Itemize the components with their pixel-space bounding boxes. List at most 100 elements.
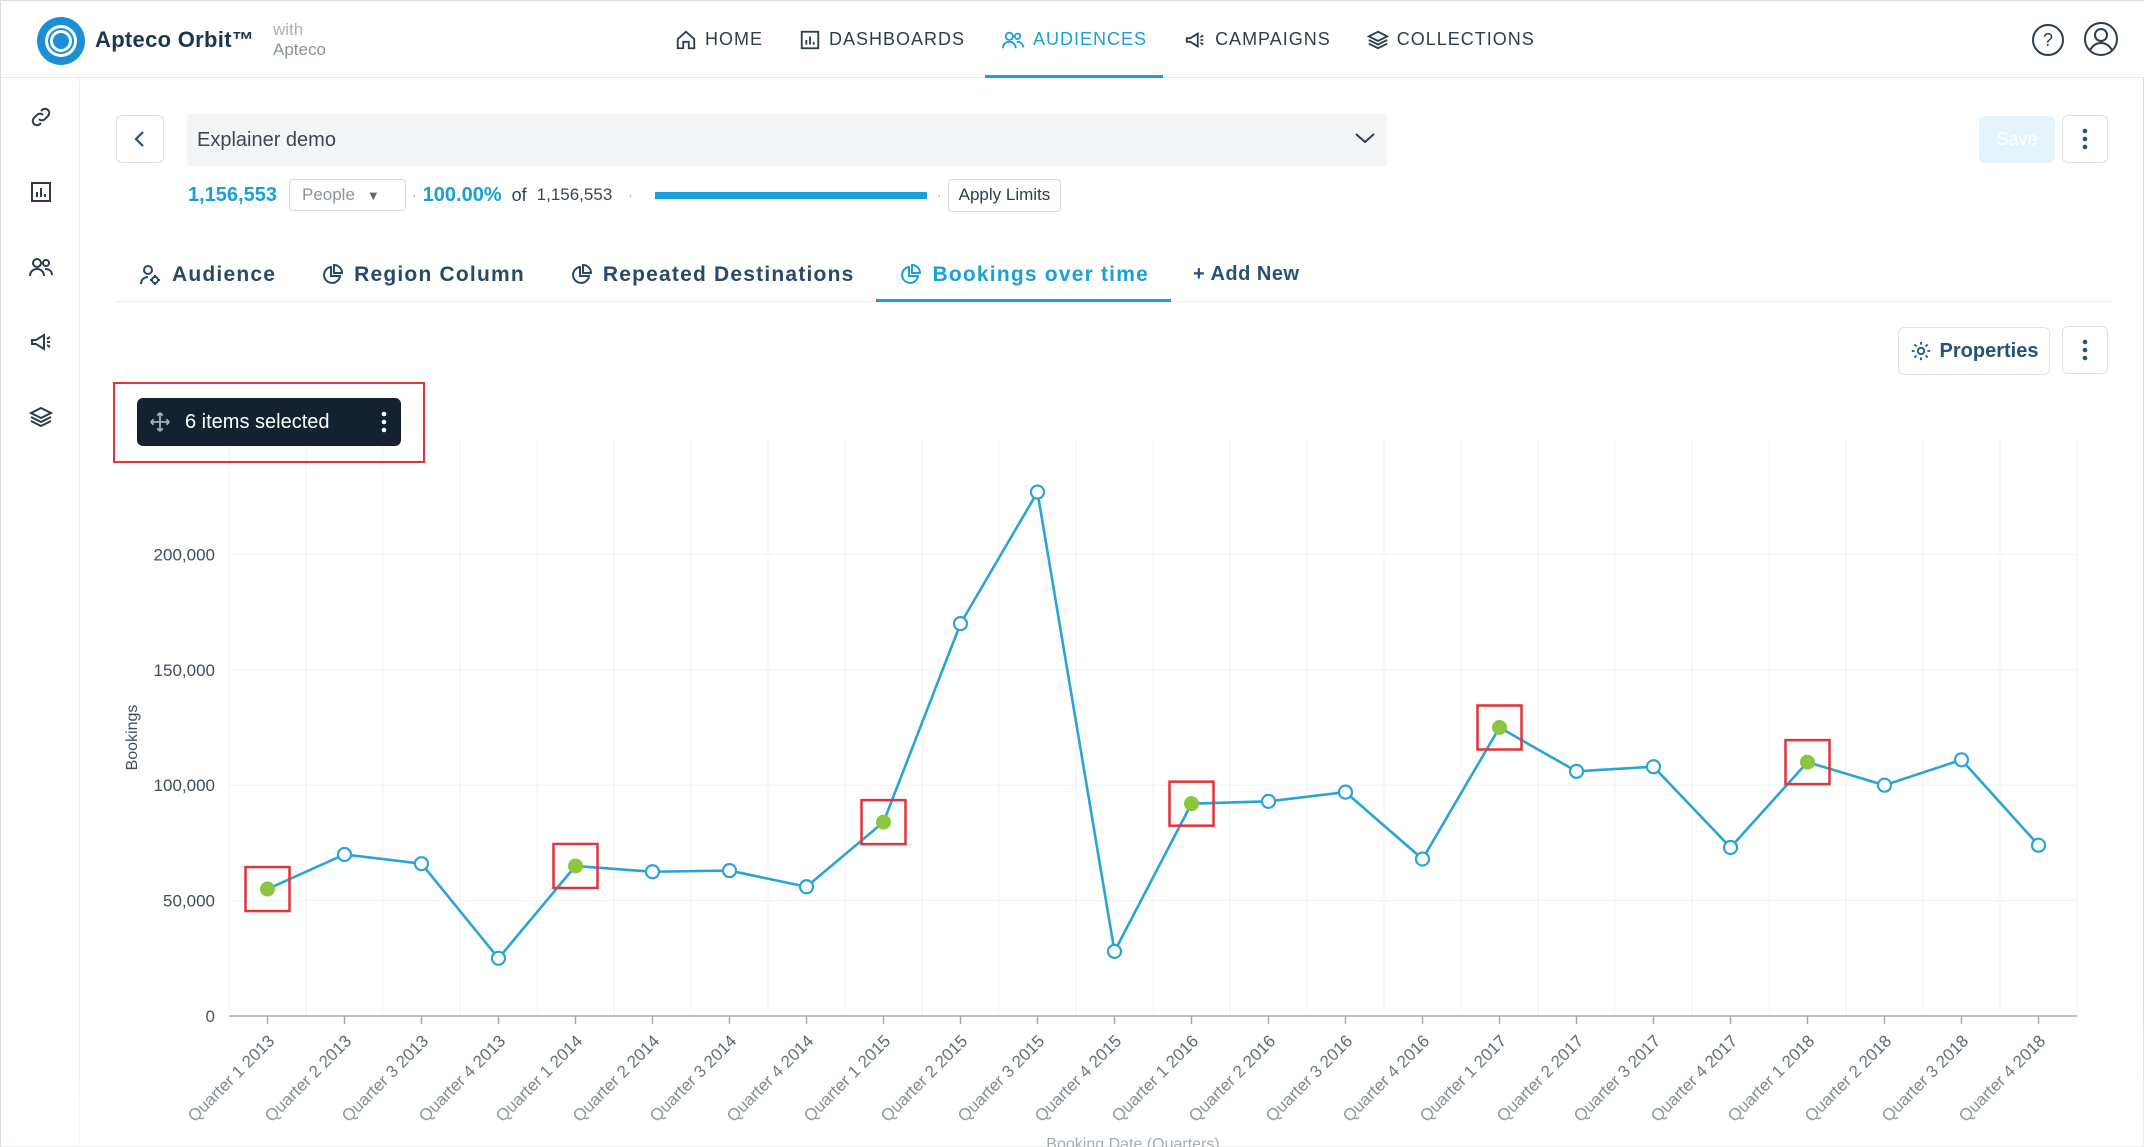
selection-highlight-box <box>860 798 907 846</box>
selection-highlight-box <box>552 842 599 890</box>
header-more-button[interactable] <box>2062 115 2108 163</box>
unit-dropdown[interactable]: People ▼ <box>288 179 406 211</box>
x-axis-label: Booking Date (Quarters) <box>1046 1136 1219 1147</box>
rail-megaphone-icon[interactable] <box>26 327 56 357</box>
data-point-selected <box>1800 754 1815 770</box>
chevron-left-icon <box>134 131 144 147</box>
nav-collections-label: COLLECTIONS <box>1396 29 1535 49</box>
selection-highlight-box <box>1168 780 1215 827</box>
data-point-selected <box>1184 796 1199 812</box>
tab-bar: Audience Region Column Repeated Destinat… <box>116 248 2112 302</box>
data-point <box>1029 484 1046 500</box>
selection-highlight-box <box>1784 738 1831 786</box>
left-rail <box>1 78 80 1147</box>
y-tick-label: 150,000 <box>154 661 215 680</box>
pie-chart-icon <box>571 263 592 284</box>
tab-region-column[interactable]: Region Column <box>298 248 547 301</box>
gear-icon <box>1911 341 1930 361</box>
tab-repeated-destinations[interactable]: Repeated Destinations <box>547 248 877 301</box>
data-point <box>721 862 738 879</box>
chevron-down-icon <box>1355 133 1375 144</box>
rail-audiences-icon[interactable] <box>26 252 56 282</box>
caret-down-icon: ▼ <box>366 187 380 203</box>
data-point <box>1260 793 1277 809</box>
main-nav: HOME DASHBOARDS AUDIENCES CAMPAIGNS COLL… <box>657 1 1553 78</box>
data-point <box>336 846 353 863</box>
link-icon[interactable] <box>26 102 56 132</box>
more-vertical-icon <box>2082 128 2088 150</box>
chart-more-button[interactable] <box>2062 326 2108 374</box>
tab-repeated-destinations-label: Repeated Destinations <box>602 262 855 286</box>
y-axis-label: Bookings <box>124 705 141 771</box>
data-point <box>2030 837 2047 853</box>
help-icon[interactable]: ? <box>2031 23 2065 57</box>
data-point <box>798 879 815 895</box>
tab-audience[interactable]: Audience <box>116 248 298 301</box>
home-icon <box>676 30 696 49</box>
tab-add-new[interactable]: + Add New <box>1171 248 1322 301</box>
properties-label: Properties <box>1939 339 2039 362</box>
selection-highlight-box <box>113 382 425 463</box>
nav-dashboards[interactable]: DASHBOARDS <box>781 1 983 78</box>
move-icon[interactable] <box>149 411 171 433</box>
data-point <box>1337 784 1354 800</box>
nav-home-label: HOME <box>705 29 763 49</box>
audience-selector[interactable]: Explainer demo <box>187 114 1387 166</box>
data-point <box>1953 752 1970 768</box>
of-label: of <box>511 184 527 205</box>
tab-region-column-label: Region Column <box>354 262 525 286</box>
apply-limits-button[interactable]: Apply Limits <box>947 178 1062 212</box>
data-point <box>1414 851 1431 867</box>
user-avatar-icon[interactable] <box>2083 21 2119 57</box>
tab-audience-label: Audience <box>172 262 277 286</box>
nav-collections[interactable]: COLLECTIONS <box>1349 1 1553 78</box>
nav-audiences-label: AUDIENCES <box>1033 29 1148 49</box>
svg-text:?: ? <box>2043 30 2053 50</box>
y-tick-label: 100,000 <box>154 776 215 795</box>
properties-button[interactable]: Properties <box>1898 327 2050 375</box>
nav-home[interactable]: HOME <box>657 1 781 78</box>
tab-add-new-label: + Add New <box>1192 263 1300 285</box>
audience-stats: 1,156,553 People ▼ · 100.00% of 1,156,55… <box>188 177 1062 213</box>
apteco-logo-icon[interactable] <box>37 17 85 65</box>
series-line <box>266 488 2040 961</box>
brand-name: Apteco Orbit™ <box>95 27 255 52</box>
audience-total: 1,156,553 <box>536 185 613 204</box>
rail-layers-icon[interactable] <box>26 402 56 432</box>
separator-dot: · <box>411 187 417 203</box>
save-button[interactable]: Save <box>1979 116 2055 163</box>
audience-progress-bar <box>654 191 927 199</box>
dashboard-icon <box>800 30 820 49</box>
data-point <box>644 864 661 880</box>
audience-icon <box>140 264 160 285</box>
nav-campaigns[interactable]: CAMPAIGNS <box>1165 1 1349 78</box>
data-point-selected <box>260 881 275 897</box>
selection-highlight-box <box>244 865 291 913</box>
megaphone-icon <box>1185 31 1204 48</box>
selection-count-label: 6 items selected <box>185 410 330 433</box>
nav-audiences[interactable]: AUDIENCES <box>983 1 1165 78</box>
data-point <box>1722 839 1739 856</box>
tab-bookings-over-time[interactable]: Bookings over time <box>876 248 1172 302</box>
data-point-selected <box>568 858 583 874</box>
data-point <box>1645 759 1662 775</box>
brand-with: with Apteco <box>273 20 326 60</box>
audience-name: Explainer demo <box>197 129 336 151</box>
nav-dashboards-label: DASHBOARDS <box>829 29 966 49</box>
data-point <box>1876 777 1893 793</box>
audience-percent: 100.00% <box>422 183 502 206</box>
back-button[interactable] <box>116 115 164 163</box>
with-name: Apteco <box>273 40 326 59</box>
selection-highlight-box <box>1476 704 1523 751</box>
rail-dashboard-icon[interactable] <box>26 177 56 207</box>
audience-count: 1,156,553 <box>188 183 277 206</box>
selection-toolbar[interactable]: 6 items selected <box>137 398 401 446</box>
audiences-icon <box>1002 31 1025 48</box>
y-tick-label: 0 <box>206 1007 215 1026</box>
layers-icon <box>1366 30 1389 49</box>
y-tick-label: 200,000 <box>154 545 215 564</box>
more-vertical-icon[interactable] <box>381 411 387 433</box>
audience-progress-fill <box>654 191 927 199</box>
